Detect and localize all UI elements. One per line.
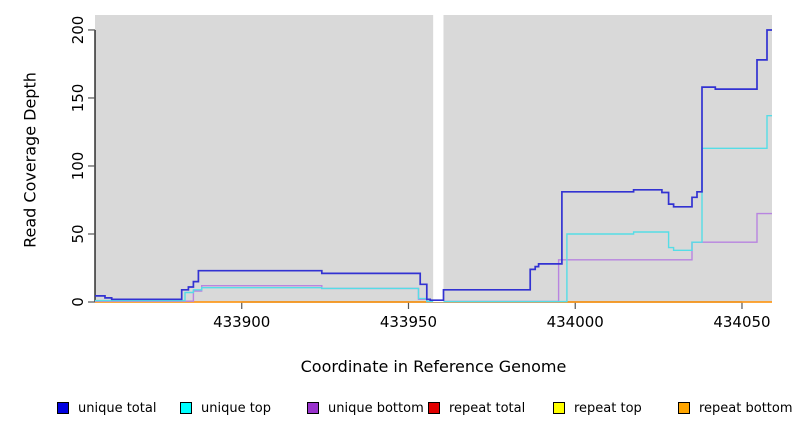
legend-item-unique-top: unique top xyxy=(180,398,271,418)
legend-label: unique total xyxy=(78,400,157,416)
legend-label: repeat total xyxy=(449,400,526,416)
legend-label: unique bottom xyxy=(328,400,424,416)
legend-item-unique-bottom: unique bottom xyxy=(307,398,424,418)
legend-item-repeat-bottom: repeat bottom xyxy=(678,398,792,418)
no-data-gap xyxy=(433,15,444,302)
x-tick-label: 433950 xyxy=(380,313,437,331)
x-axis-title: Coordinate in Reference Genome xyxy=(300,357,567,376)
y-axis-title: Read Coverage Depth xyxy=(20,72,40,248)
legend-item-repeat-total: repeat total xyxy=(428,398,525,418)
y-tick-label: 50 xyxy=(69,224,87,243)
unique-top-swatch xyxy=(180,402,192,414)
legend-label: repeat top xyxy=(574,400,642,416)
x-tick-label: 434000 xyxy=(547,313,604,331)
repeat-total-swatch xyxy=(428,402,440,414)
unique-bottom-swatch xyxy=(307,402,319,414)
x-tick-label: 433900 xyxy=(213,313,270,331)
legend-item-repeat-top: repeat top xyxy=(553,398,642,418)
repeat-top-swatch xyxy=(553,402,565,414)
y-tick-label: 200 xyxy=(69,16,87,45)
series-unique-total xyxy=(95,29,772,302)
repeat-bottom-swatch xyxy=(678,402,690,414)
x-tick-label: 434050 xyxy=(713,313,770,331)
unique-total-swatch xyxy=(57,402,69,414)
series-unique-top xyxy=(95,115,772,303)
y-tick-label: 150 xyxy=(69,84,87,113)
legend-label: unique top xyxy=(201,400,272,416)
legend: unique total unique top unique bottom repea… xyxy=(0,398,792,420)
y-tick-label: 100 xyxy=(69,152,87,181)
coverage-chart-canvas: 433900 433950 434000 434050 0 50 100 150 200 xyxy=(69,15,772,331)
legend-label: repeat bottom xyxy=(699,400,792,416)
y-tick-label: 0 xyxy=(69,297,87,307)
legend-item-unique-total: unique total xyxy=(57,398,156,418)
